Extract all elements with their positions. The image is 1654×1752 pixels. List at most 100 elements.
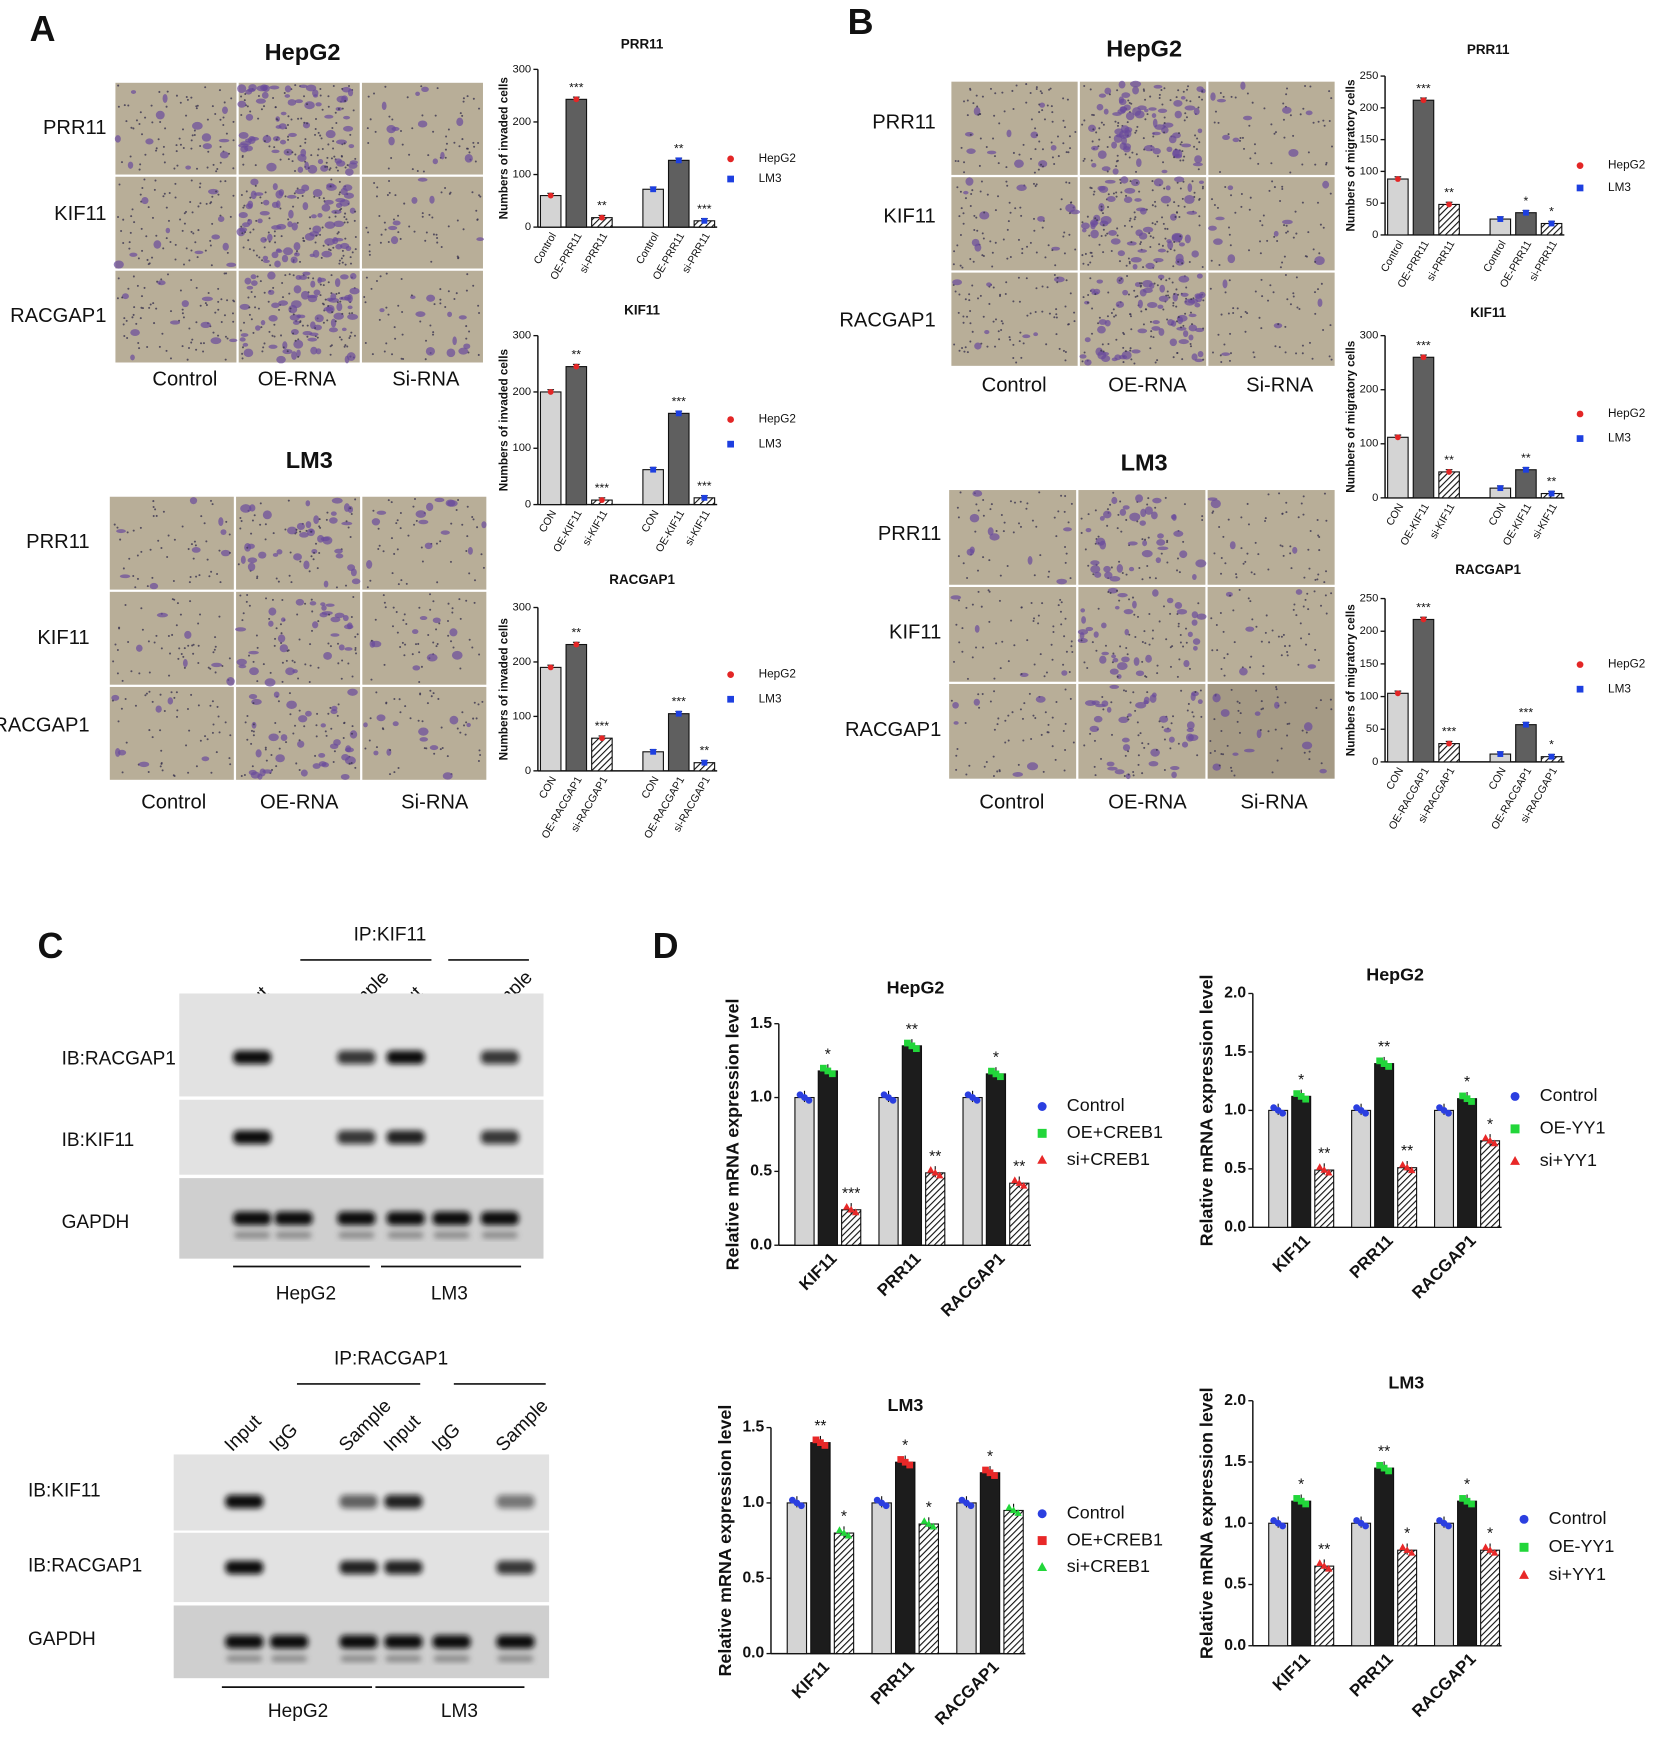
cell <box>192 557 195 560</box>
cell <box>326 184 337 191</box>
cell <box>148 671 151 674</box>
replicate-dot <box>882 1502 890 1510</box>
cell <box>248 654 251 657</box>
cell <box>136 577 139 580</box>
cell <box>1302 107 1305 110</box>
band <box>233 1211 272 1226</box>
cell <box>175 94 178 97</box>
cell <box>137 257 140 260</box>
cell <box>189 497 198 505</box>
y-tick-label: 0.0 <box>1224 1218 1246 1235</box>
cell <box>1171 771 1177 779</box>
cell <box>1055 701 1058 704</box>
cell <box>386 125 396 134</box>
cell <box>312 277 315 280</box>
cell <box>976 229 979 232</box>
cell <box>1031 519 1034 522</box>
cell <box>342 254 345 257</box>
cell <box>148 306 151 309</box>
cell <box>1258 316 1261 319</box>
cell <box>274 260 281 268</box>
cell <box>1128 260 1131 263</box>
cell <box>327 105 330 108</box>
replicate-dot <box>547 192 554 199</box>
cell <box>375 691 378 694</box>
cell <box>1185 99 1188 102</box>
replicate-dot <box>913 1045 920 1053</box>
cell <box>204 249 207 252</box>
cell <box>1183 119 1186 122</box>
legend-marker <box>1037 1154 1048 1164</box>
cell <box>187 644 190 647</box>
cell <box>194 250 204 255</box>
cell <box>436 241 439 244</box>
legend-label: LM3 <box>1608 682 1631 695</box>
replicate-dot <box>701 217 708 224</box>
cell <box>111 694 120 701</box>
cell <box>248 84 257 92</box>
band <box>384 1560 423 1575</box>
cell <box>408 225 411 228</box>
cell <box>162 145 165 148</box>
cell <box>1093 739 1096 742</box>
cell <box>1251 618 1254 621</box>
cell <box>1201 187 1204 190</box>
cell <box>204 86 207 89</box>
cell <box>206 738 209 741</box>
replicate-dot <box>824 1067 832 1075</box>
blot-strip <box>179 1178 544 1259</box>
cell <box>272 532 275 535</box>
cell <box>267 271 276 280</box>
cell <box>341 261 344 264</box>
cell <box>1262 707 1265 710</box>
cell <box>286 151 289 154</box>
cell <box>965 773 968 776</box>
cell <box>123 104 126 107</box>
cell <box>1142 88 1145 91</box>
cell <box>1282 633 1285 636</box>
cell <box>1015 361 1018 364</box>
cell <box>1060 601 1063 604</box>
cell <box>210 264 213 267</box>
cell <box>472 97 475 100</box>
cell <box>999 574 1002 577</box>
cell <box>1052 625 1055 628</box>
cell <box>1053 316 1056 319</box>
cell <box>1243 147 1246 150</box>
cell <box>1026 314 1029 317</box>
cell <box>1025 507 1028 510</box>
cell <box>461 523 464 526</box>
cell <box>1189 343 1192 346</box>
cell <box>132 529 135 532</box>
replicate-dot <box>1420 97 1427 104</box>
replicate-dot <box>701 759 708 766</box>
cell <box>1161 169 1168 174</box>
cell <box>338 259 341 262</box>
cell <box>262 769 273 774</box>
cell <box>278 123 287 130</box>
y-tick-label: 0 <box>525 499 531 511</box>
bar <box>642 188 664 228</box>
cell <box>1064 749 1067 752</box>
cell <box>199 144 202 147</box>
cell <box>249 231 252 234</box>
cell <box>1261 295 1264 298</box>
cell <box>1129 701 1132 704</box>
cell <box>1003 521 1006 524</box>
cell <box>1181 358 1184 361</box>
cell <box>997 717 1000 720</box>
cell <box>1140 284 1143 287</box>
cell <box>252 723 255 726</box>
cell <box>293 192 296 195</box>
cell <box>191 211 194 214</box>
cell <box>1140 282 1143 285</box>
blot-row-label: GAPDH <box>28 1629 96 1650</box>
cell <box>318 752 326 758</box>
cell <box>161 332 164 335</box>
cell <box>117 84 120 87</box>
y-tick-label: 1.5 <box>1224 1043 1246 1060</box>
cell <box>174 243 177 246</box>
cell <box>155 634 158 637</box>
band <box>225 1494 264 1509</box>
cell <box>331 311 334 314</box>
